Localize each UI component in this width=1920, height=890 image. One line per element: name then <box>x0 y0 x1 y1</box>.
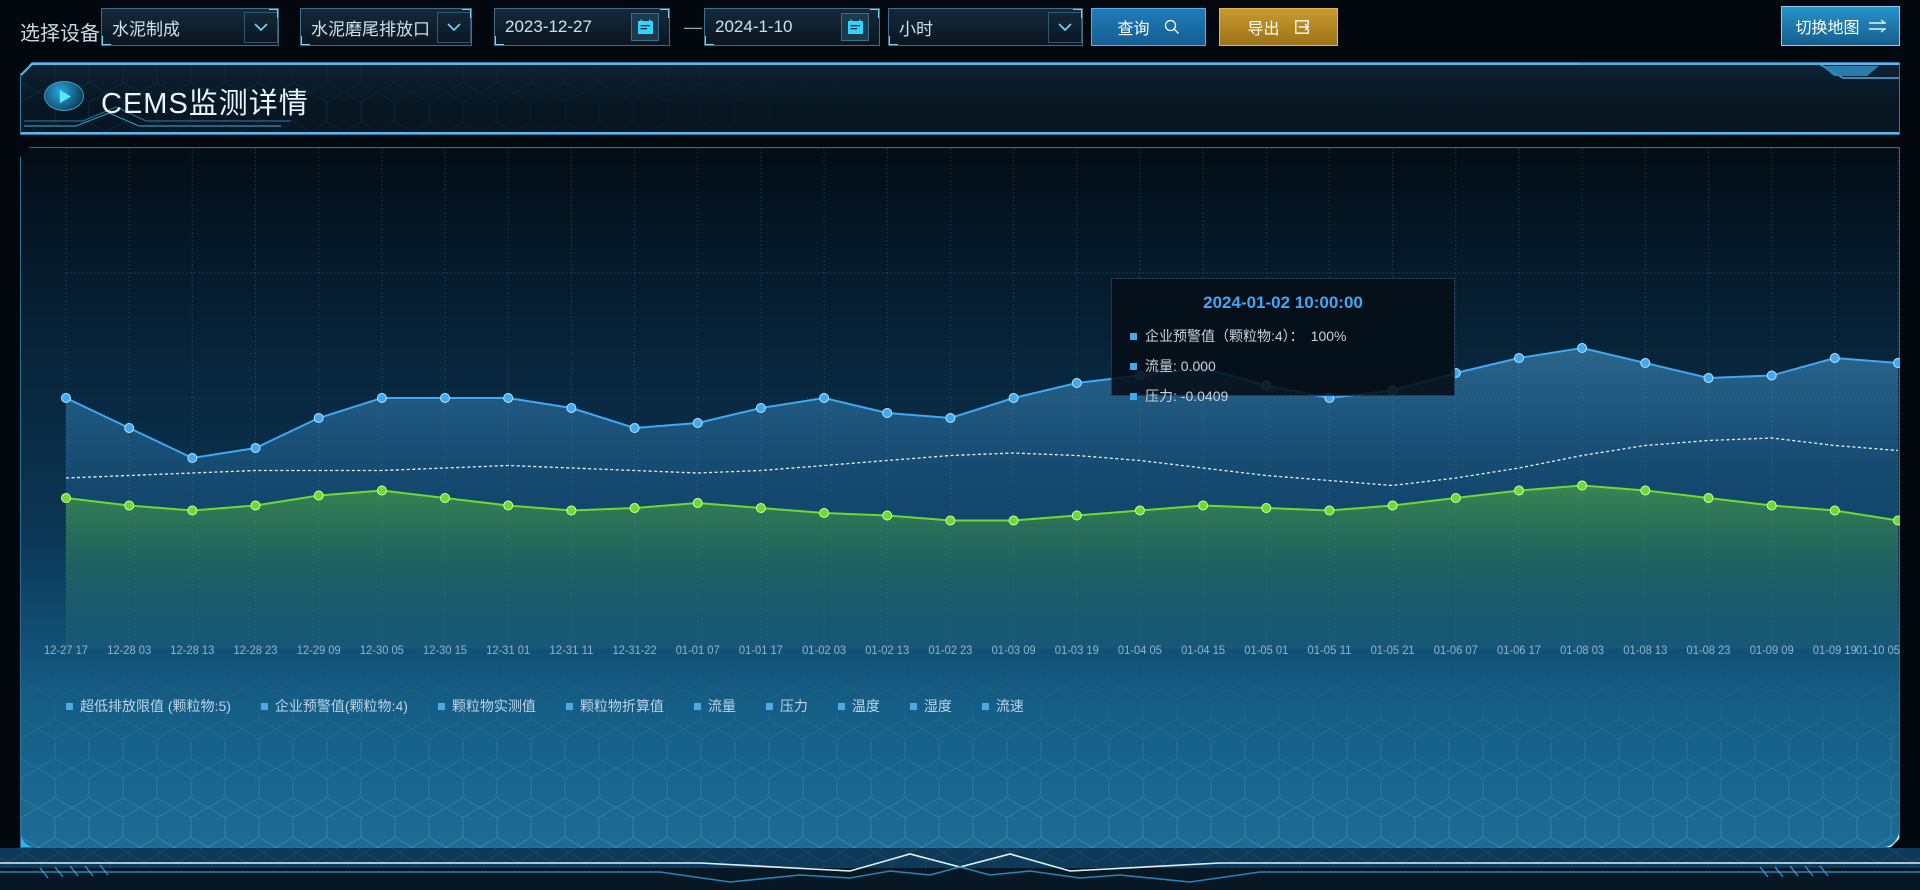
svg-text:12-31 01: 12-31 01 <box>486 645 530 657</box>
svg-text:01-03 09: 01-03 09 <box>992 645 1036 657</box>
svg-text:01-08 13: 01-08 13 <box>1623 645 1667 657</box>
svg-text:12-29 09: 12-29 09 <box>297 645 341 657</box>
svg-text:01-05 01: 01-05 01 <box>1244 645 1288 657</box>
svg-text:12-27 17: 12-27 17 <box>44 645 88 657</box>
svg-text:01-09 19: 01-09 19 <box>1813 645 1857 657</box>
svg-text:01-01 07: 01-01 07 <box>676 645 720 657</box>
svg-text:01-02 13: 01-02 13 <box>865 645 909 657</box>
svg-text:12-30 05: 12-30 05 <box>360 645 404 657</box>
svg-text:01-01 17: 01-01 17 <box>739 645 783 657</box>
svg-text:01-02 03: 01-02 03 <box>802 645 846 657</box>
svg-text:01-09 09: 01-09 09 <box>1750 645 1794 657</box>
svg-text:01-06 17: 01-06 17 <box>1497 645 1541 657</box>
svg-text:01-06 07: 01-06 07 <box>1434 645 1478 657</box>
svg-text:01-10 05: 01-10 05 <box>1856 645 1900 657</box>
svg-text:01-03 19: 01-03 19 <box>1055 645 1099 657</box>
svg-text:12-31 11: 12-31 11 <box>549 645 593 657</box>
svg-text:01-05 21: 01-05 21 <box>1371 645 1415 657</box>
svg-text:12-28 13: 12-28 13 <box>170 645 214 657</box>
svg-text:12-31-22: 12-31-22 <box>613 645 657 657</box>
svg-text:12-30 15: 12-30 15 <box>423 645 467 657</box>
svg-text:12-28 23: 12-28 23 <box>234 645 278 657</box>
svg-text:01-08 03: 01-08 03 <box>1560 645 1604 657</box>
svg-text:12-28 03: 12-28 03 <box>107 645 151 657</box>
svg-text:01-02 23: 01-02 23 <box>928 645 972 657</box>
svg-text:01-04 05: 01-04 05 <box>1118 645 1162 657</box>
svg-text:01-04 15: 01-04 15 <box>1181 645 1225 657</box>
svg-text:01-08 23: 01-08 23 <box>1687 645 1731 657</box>
svg-text:01-05 11: 01-05 11 <box>1307 645 1351 657</box>
